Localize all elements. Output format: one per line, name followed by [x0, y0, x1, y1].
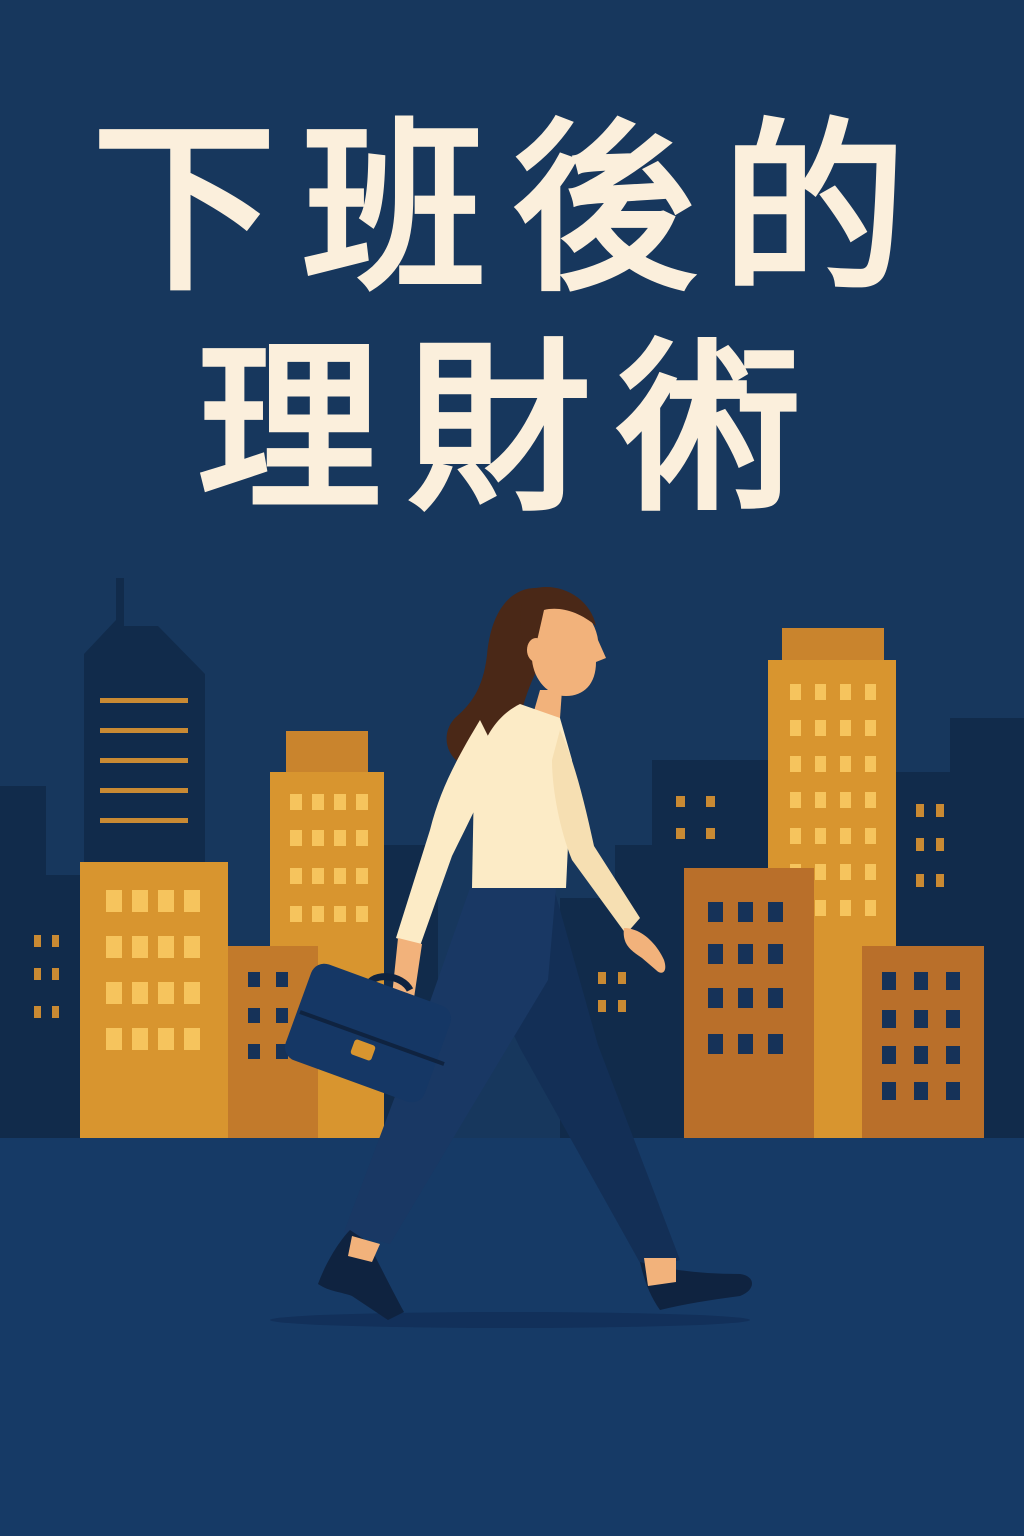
briefcase-icon	[284, 963, 452, 1103]
title-line-1: 下班後的	[91, 103, 932, 317]
lit-buildings	[80, 628, 984, 1138]
street-ground	[0, 1138, 1024, 1536]
title-line-2: 理財術	[196, 323, 827, 537]
woman-walking-icon	[270, 587, 752, 1328]
book-title: 下班後的 理財術	[0, 100, 1024, 540]
